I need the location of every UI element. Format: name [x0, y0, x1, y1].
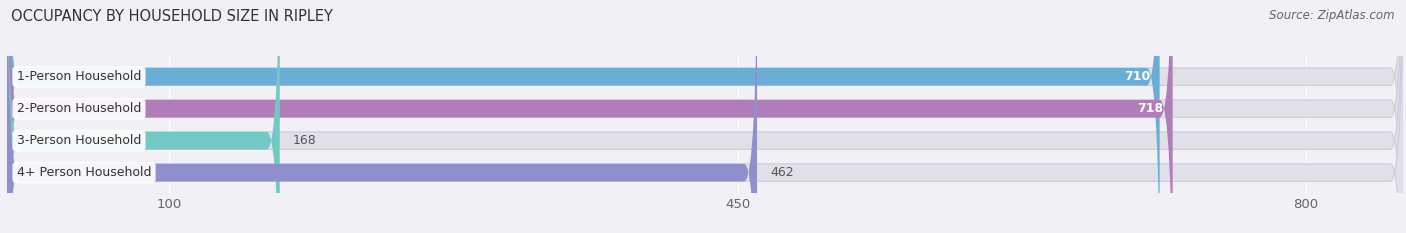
- Text: 168: 168: [292, 134, 316, 147]
- FancyBboxPatch shape: [7, 0, 1403, 233]
- FancyBboxPatch shape: [7, 0, 1403, 233]
- FancyBboxPatch shape: [7, 0, 1403, 233]
- Text: Source: ZipAtlas.com: Source: ZipAtlas.com: [1270, 9, 1395, 22]
- FancyBboxPatch shape: [7, 0, 1160, 233]
- FancyBboxPatch shape: [7, 0, 756, 233]
- FancyBboxPatch shape: [7, 0, 1173, 233]
- FancyBboxPatch shape: [7, 0, 1403, 233]
- Text: 2-Person Household: 2-Person Household: [17, 102, 141, 115]
- Text: OCCUPANCY BY HOUSEHOLD SIZE IN RIPLEY: OCCUPANCY BY HOUSEHOLD SIZE IN RIPLEY: [11, 9, 333, 24]
- Text: 462: 462: [770, 166, 793, 179]
- FancyBboxPatch shape: [7, 0, 280, 233]
- Text: 1-Person Household: 1-Person Household: [17, 70, 141, 83]
- Text: 4+ Person Household: 4+ Person Household: [17, 166, 152, 179]
- Text: 710: 710: [1123, 70, 1150, 83]
- Text: 718: 718: [1137, 102, 1163, 115]
- Text: 3-Person Household: 3-Person Household: [17, 134, 141, 147]
